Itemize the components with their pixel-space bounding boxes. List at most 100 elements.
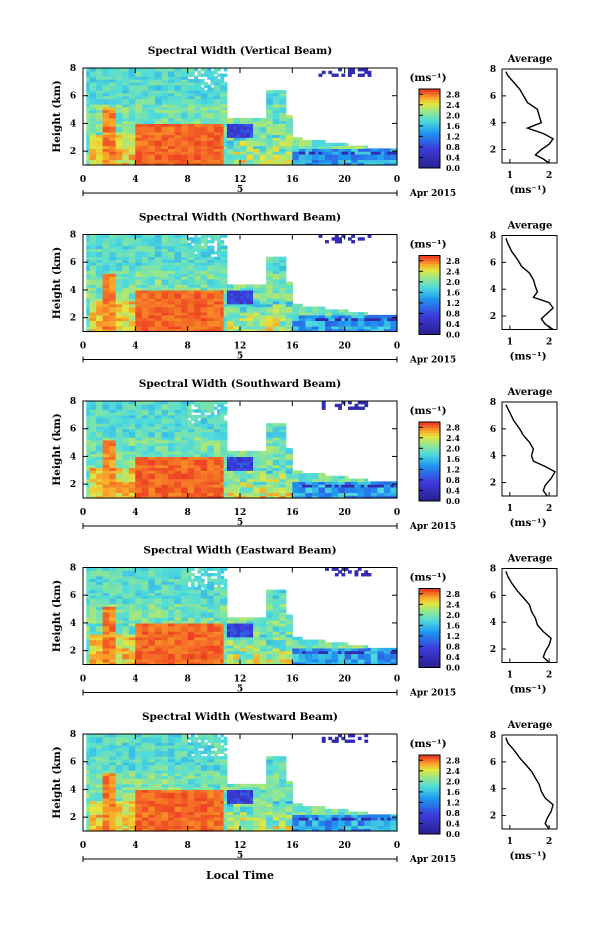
heatmap-cell: [289, 306, 293, 310]
colorbar-segment: [419, 107, 440, 111]
heatmap-cell: [187, 134, 192, 138]
heatmap-cell: [217, 98, 221, 102]
heatmap-cell: [154, 267, 159, 272]
heatmap-cell: [96, 153, 100, 158]
heatmap-cell: [135, 273, 140, 277]
heatmap-cell: [148, 289, 153, 294]
heatmap-cell: [200, 73, 205, 77]
heatmap-cell: [164, 251, 169, 255]
heatmap-cell: [249, 303, 254, 308]
heatmap-cell: [197, 162, 202, 166]
heatmap-cell: [282, 123, 287, 127]
heatmap-cell: [148, 137, 153, 141]
heatmap-cell: [233, 153, 238, 158]
heatmap-cell: [168, 142, 172, 147]
heatmap-cell: [112, 151, 117, 155]
heatmap-cell: [86, 306, 91, 310]
heatmap-cell: [282, 262, 287, 266]
heatmap-cell: [187, 317, 192, 322]
heatmap-cell: [86, 289, 91, 294]
heatmap-cell: [128, 259, 133, 263]
heatmap-cell: [207, 317, 212, 322]
heatmap-cell: [207, 98, 212, 102]
heatmap-cell: [204, 109, 208, 113]
heatmap-cell: [89, 281, 94, 285]
heatmap-cell: [99, 134, 104, 138]
heatmap-cell: [351, 68, 356, 72]
heatmap-cell: [168, 134, 172, 138]
heatmap-cell: [194, 92, 199, 97]
heatmap-cell: [377, 323, 382, 327]
heatmap-cell: [138, 76, 143, 80]
heatmap-cell: [141, 256, 146, 261]
heatmap-cell: [112, 303, 117, 308]
heatmap-cell: [174, 262, 179, 266]
heatmap-cell: [338, 317, 342, 322]
x-tick-label: 0: [394, 175, 400, 185]
heatmap-cell: [105, 276, 110, 280]
heatmap-cell: [230, 142, 235, 147]
heatmap-cell: [164, 70, 169, 75]
heatmap-cell: [86, 98, 91, 102]
heatmap-cell: [154, 314, 159, 319]
heatmap-cell: [256, 137, 261, 141]
heatmap-cell: [168, 278, 172, 283]
heatmap-cell: [181, 101, 185, 105]
heatmap-cell: [204, 115, 208, 119]
heatmap-cell: [138, 328, 143, 333]
heatmap-cell: [125, 289, 130, 294]
heatmap-cell: [86, 79, 91, 83]
heatmap-cell: [275, 295, 280, 299]
heatmap-cell: [256, 303, 261, 308]
heatmap-cell: [243, 131, 248, 136]
heatmap-cell: [112, 406, 117, 410]
heatmap-cell: [253, 325, 257, 330]
heatmap-cell: [351, 323, 356, 327]
heatmap-cell: [213, 256, 218, 261]
heatmap-cell: [154, 137, 159, 141]
heatmap-cell: [118, 406, 123, 410]
heatmap-cell: [148, 234, 153, 238]
heatmap-cell: [151, 251, 156, 255]
heatmap-cell: [361, 145, 365, 149]
heatmap-cell: [138, 95, 143, 100]
heatmap-cell: [138, 73, 143, 77]
heatmap-cell: [138, 151, 143, 155]
heatmap-cell: [138, 112, 143, 116]
colorbar-segment: [419, 310, 440, 314]
heatmap-cell: [220, 87, 225, 91]
heatmap-cell: [118, 156, 123, 161]
heatmap-cell: [184, 245, 189, 249]
heatmap-cell: [109, 253, 114, 258]
colorbar-segment: [419, 104, 440, 108]
heatmap-cell: [256, 323, 261, 327]
heatmap-cell: [158, 98, 163, 102]
heatmap-cell: [125, 159, 130, 163]
heatmap-cell: [89, 128, 94, 133]
heatmap-cell: [383, 325, 388, 330]
heatmap-cell: [168, 79, 172, 83]
heatmap-cell: [145, 306, 150, 310]
heatmap-cell: [99, 162, 104, 166]
heatmap-cell: [289, 295, 293, 299]
colorbar-tick-label: 2.8: [446, 256, 460, 266]
heatmap-cell: [109, 273, 114, 277]
heatmap-cell: [158, 153, 163, 158]
heatmap-cell: [331, 73, 336, 77]
heatmap-cell: [220, 295, 225, 299]
heatmap-cell: [148, 303, 153, 308]
heatmap-cell: [118, 481, 123, 485]
heatmap-cell: [89, 145, 94, 149]
heatmap-cell: [115, 409, 120, 413]
heatmap-cell: [200, 248, 205, 252]
heatmap-cell: [177, 323, 182, 327]
heatmap-cell: [262, 148, 267, 152]
heatmap-cell: [96, 473, 100, 477]
heatmap-cell: [102, 470, 107, 474]
colorbar-segment: [419, 125, 440, 129]
heatmap-cell: [390, 162, 395, 166]
heatmap-cell: [109, 117, 114, 122]
heatmap-cell: [148, 314, 153, 319]
heatmap-cell: [282, 153, 287, 158]
heatmap-cell: [154, 98, 159, 102]
